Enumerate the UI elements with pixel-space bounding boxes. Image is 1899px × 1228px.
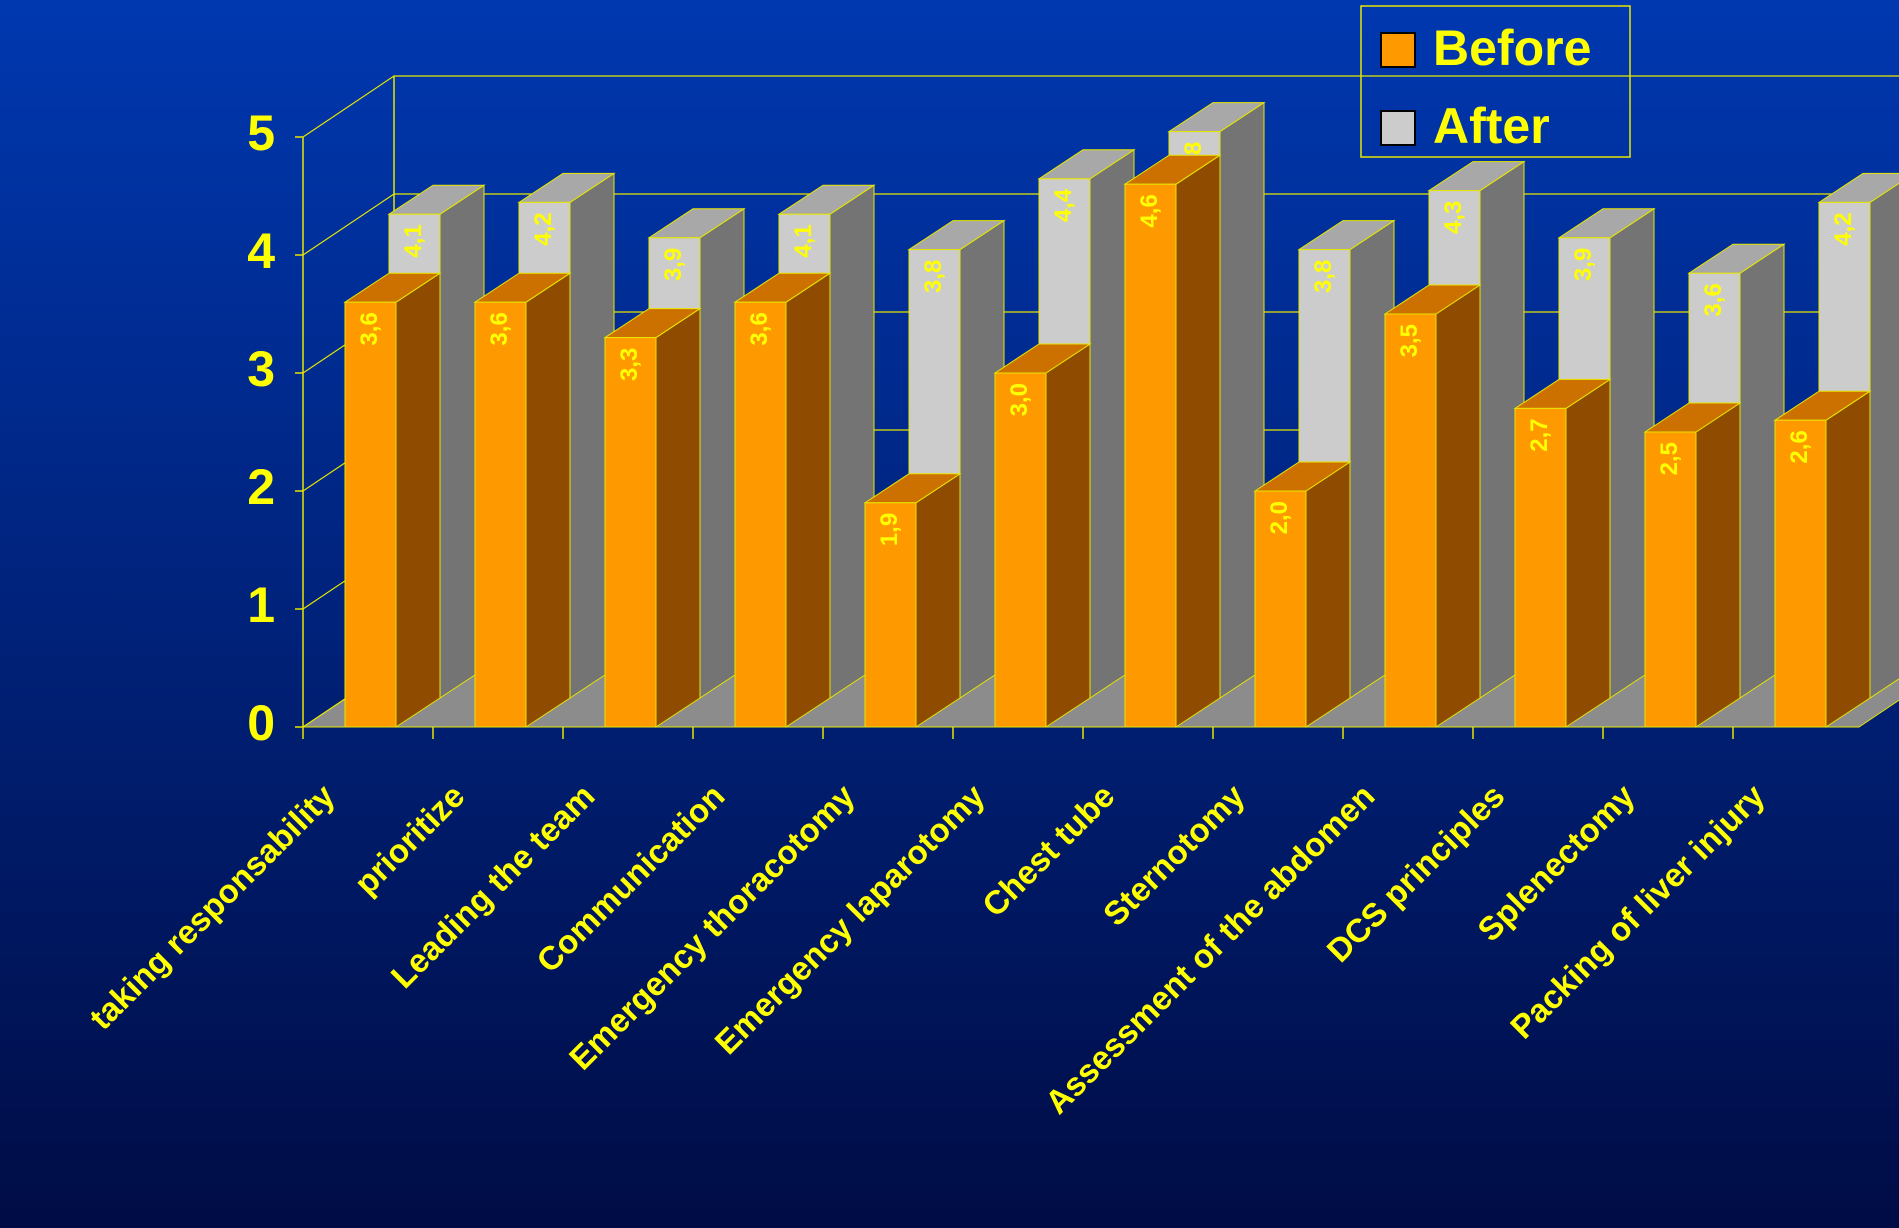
value-label: 4,1 (790, 224, 817, 257)
y-tick-label: 2 (247, 459, 275, 515)
value-label: 2,0 (1266, 501, 1293, 534)
bar-front (1514, 407, 1567, 728)
value-label: 3,6 (746, 312, 773, 345)
bar (733, 272, 832, 728)
y-tick-label: 3 (247, 341, 275, 397)
bar-side (1435, 284, 1481, 728)
value-label: 3,6 (486, 312, 513, 345)
bar-side (1695, 402, 1741, 728)
value-label: 4,4 (1050, 188, 1077, 222)
bar-front (734, 301, 787, 728)
bar-side (785, 272, 831, 728)
bar-side (1869, 182, 1899, 699)
bar (603, 307, 702, 728)
value-label: 3,6 (1700, 283, 1727, 316)
value-label: 3,8 (1310, 260, 1337, 293)
bar-front (604, 337, 657, 728)
value-label: 4,1 (400, 224, 427, 257)
grid-line (302, 75, 1899, 138)
bar-side (655, 307, 701, 728)
y-tick-label: 4 (247, 223, 275, 279)
value-label: 3,3 (616, 348, 643, 381)
legend-label: After (1433, 98, 1550, 154)
y-tick-label: 1 (247, 577, 275, 633)
bar-side (915, 472, 961, 728)
legend-box (1360, 5, 1631, 158)
bar-front (1774, 419, 1827, 728)
bar-front (344, 301, 397, 728)
value-label: 1,9 (876, 513, 903, 546)
y-tick-label: 0 (247, 695, 275, 751)
bar-side (1305, 461, 1351, 728)
value-label: 4,3 (1440, 201, 1467, 234)
bar (1253, 461, 1352, 728)
bar (993, 343, 1092, 728)
value-label: 4,6 (1136, 194, 1163, 227)
bar (1123, 154, 1222, 728)
bar-front (864, 502, 917, 728)
bar (473, 272, 572, 728)
bar-side (1175, 154, 1221, 728)
y-tick-label: 5 (247, 105, 275, 161)
bar-front (1254, 490, 1307, 728)
legend-swatch (1380, 110, 1416, 146)
bar (863, 472, 962, 728)
bar-front (474, 301, 527, 728)
value-label: 3,9 (660, 248, 687, 281)
bar (1773, 390, 1872, 728)
bar-side (1045, 343, 1091, 728)
bar-side (395, 272, 441, 728)
bar (343, 272, 442, 728)
value-label: 3,8 (920, 260, 947, 293)
bar (1643, 402, 1742, 728)
value-label: 2,5 (1656, 442, 1683, 475)
bar-side (1825, 390, 1871, 728)
bar (1513, 378, 1612, 728)
value-label: 2,6 (1786, 430, 1813, 463)
bar-front (1124, 183, 1177, 728)
legend-label: Before (1433, 20, 1591, 76)
value-label: 2,7 (1526, 418, 1553, 451)
value-label: 3,6 (356, 312, 383, 345)
value-label: 3,0 (1006, 383, 1033, 416)
bar-side (1565, 378, 1611, 728)
value-label: 4,2 (530, 212, 557, 245)
value-label: 3,9 (1570, 248, 1597, 281)
bar-front (1384, 313, 1437, 728)
bar-front (994, 372, 1047, 728)
value-label: 3,5 (1396, 324, 1423, 357)
bar (1383, 284, 1482, 728)
bar-front (1644, 431, 1697, 728)
bar-side (525, 272, 571, 728)
value-label: 4,2 (1830, 212, 1857, 245)
legend-swatch (1380, 32, 1416, 68)
